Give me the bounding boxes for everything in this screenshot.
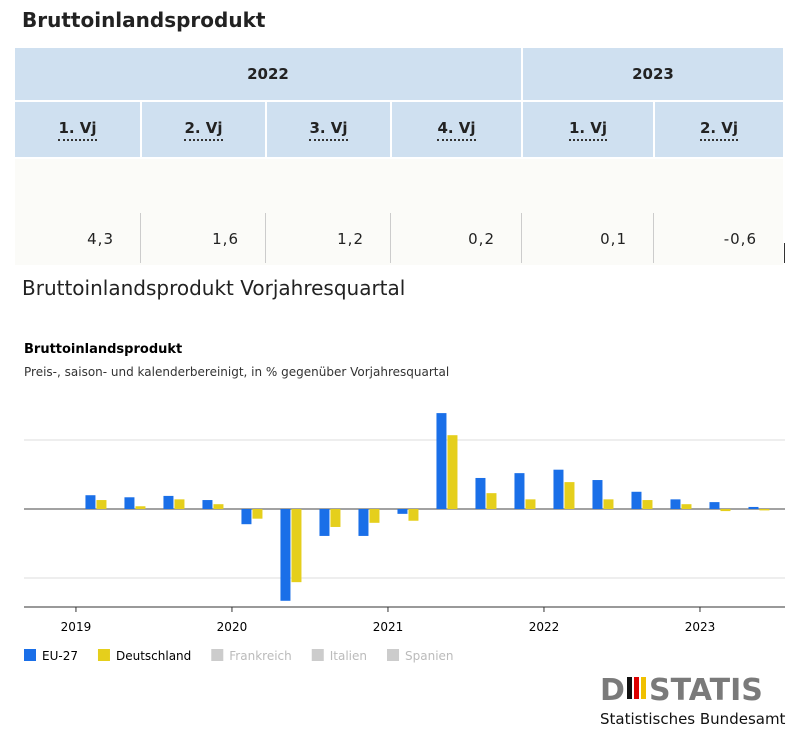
bar <box>759 509 770 511</box>
text: 1,6 <box>212 230 239 248</box>
x-tick-label: 2020 <box>217 620 248 634</box>
bar <box>408 509 419 521</box>
bar <box>564 482 575 510</box>
logo-end: STATIS <box>649 673 763 708</box>
text: 0,2 <box>468 230 495 248</box>
text: 2. Vj <box>184 119 223 141</box>
text: 4,3 <box>87 230 114 248</box>
legend-label[interactable]: Spanien <box>405 649 454 663</box>
text: 3. Vj <box>309 119 348 141</box>
bar <box>603 499 614 510</box>
x-tick-label: 2023 <box>685 620 716 634</box>
x-tick-label: 2022 <box>529 620 560 634</box>
bar <box>436 413 447 510</box>
bar <box>202 500 213 510</box>
chart: Bruttoinlandsprodukt Preis-, saison- und… <box>24 342 786 728</box>
bar <box>213 504 224 510</box>
bar <box>280 509 291 601</box>
bar <box>592 480 603 510</box>
text: 2. Vj <box>699 119 739 141</box>
bar <box>135 506 146 510</box>
column-separator <box>390 213 391 263</box>
legend-label[interactable]: EU-27 <box>42 649 78 663</box>
legend-swatch[interactable] <box>97 649 110 661</box>
chart-title: Bruttoinlandsprodukt <box>24 342 182 357</box>
bar <box>709 502 720 510</box>
column-separator <box>140 213 141 263</box>
legend-swatch[interactable] <box>311 649 324 661</box>
bar <box>291 509 302 583</box>
quarter-header: 3. Vj <box>265 102 390 157</box>
bar <box>525 499 536 510</box>
quarter-header: 2. Vj <box>653 102 783 157</box>
bar <box>85 495 96 510</box>
year-header: 2023 <box>521 48 783 100</box>
value-cell: 1,6 <box>140 230 239 248</box>
text: 1. Vj <box>58 119 97 141</box>
column-separator <box>521 213 522 263</box>
value-cell: 0,1 <box>521 230 627 248</box>
bar <box>486 493 497 510</box>
bar <box>748 506 759 510</box>
bar <box>447 435 458 510</box>
value-row-bg <box>15 159 783 265</box>
value-cell: -0,6 <box>653 230 757 248</box>
page-title: Bruttoinlandsprodukt <box>22 8 266 32</box>
text: 2022 <box>247 65 289 83</box>
bar <box>670 499 681 510</box>
bar <box>319 509 330 536</box>
text: 1,2 <box>337 230 364 248</box>
legend-label[interactable]: Italien <box>330 649 367 663</box>
bar <box>553 469 564 510</box>
bar <box>681 504 692 510</box>
text: 2023 <box>632 65 674 83</box>
quarter-header: 4. Vj <box>390 102 521 157</box>
quarter-header: 1. Vj <box>521 102 653 157</box>
bar <box>475 477 486 510</box>
column-separator <box>265 213 266 263</box>
bar <box>96 500 107 510</box>
value-cell: 1,2 <box>265 230 364 248</box>
bar <box>642 500 653 510</box>
bar <box>397 509 408 514</box>
quarter-header: 1. Vj <box>15 102 140 157</box>
logo: D STATIS Statistisches Bundesamt <box>600 673 786 728</box>
bar <box>720 509 731 512</box>
section-title: Bruttoinlandsprodukt Vorjahresquartal <box>22 276 406 300</box>
text: 4. Vj <box>437 119 476 141</box>
bar <box>514 473 525 510</box>
legend-swatch[interactable] <box>211 649 224 661</box>
bar <box>124 497 135 510</box>
bar <box>369 509 380 523</box>
chart-subtitle: Preis-, saison- und kalenderbereinigt, i… <box>24 365 449 379</box>
text: 0,1 <box>600 230 627 248</box>
text: 1. Vj <box>568 119 608 141</box>
bar <box>241 509 252 525</box>
logo-stripe <box>634 677 639 699</box>
bar <box>358 509 369 536</box>
value-cell: 4,3 <box>15 230 114 248</box>
bar <box>163 495 174 510</box>
year-header: 2022 <box>15 48 521 100</box>
bar <box>330 509 341 527</box>
quarter-header: 2. Vj <box>140 102 265 157</box>
logo-stripe <box>627 677 632 699</box>
legend-swatch[interactable] <box>24 649 36 661</box>
x-tick-label: 2021 <box>373 620 404 634</box>
column-separator <box>653 213 654 263</box>
value-cell: 0,2 <box>390 230 495 248</box>
legend-label[interactable]: Frankreich <box>229 649 291 663</box>
x-tick-label: 2019 <box>61 620 92 634</box>
bar <box>252 509 263 519</box>
logo-stripe <box>641 677 646 699</box>
logo-start: D <box>600 673 625 708</box>
logo-subtitle: Statistisches Bundesamt <box>600 710 786 728</box>
column-separator <box>784 243 785 263</box>
legend-swatch[interactable] <box>387 649 400 661</box>
bar <box>174 499 185 510</box>
legend-label[interactable]: Deutschland <box>116 649 191 663</box>
bar <box>631 491 642 510</box>
text: -0,6 <box>723 230 757 248</box>
